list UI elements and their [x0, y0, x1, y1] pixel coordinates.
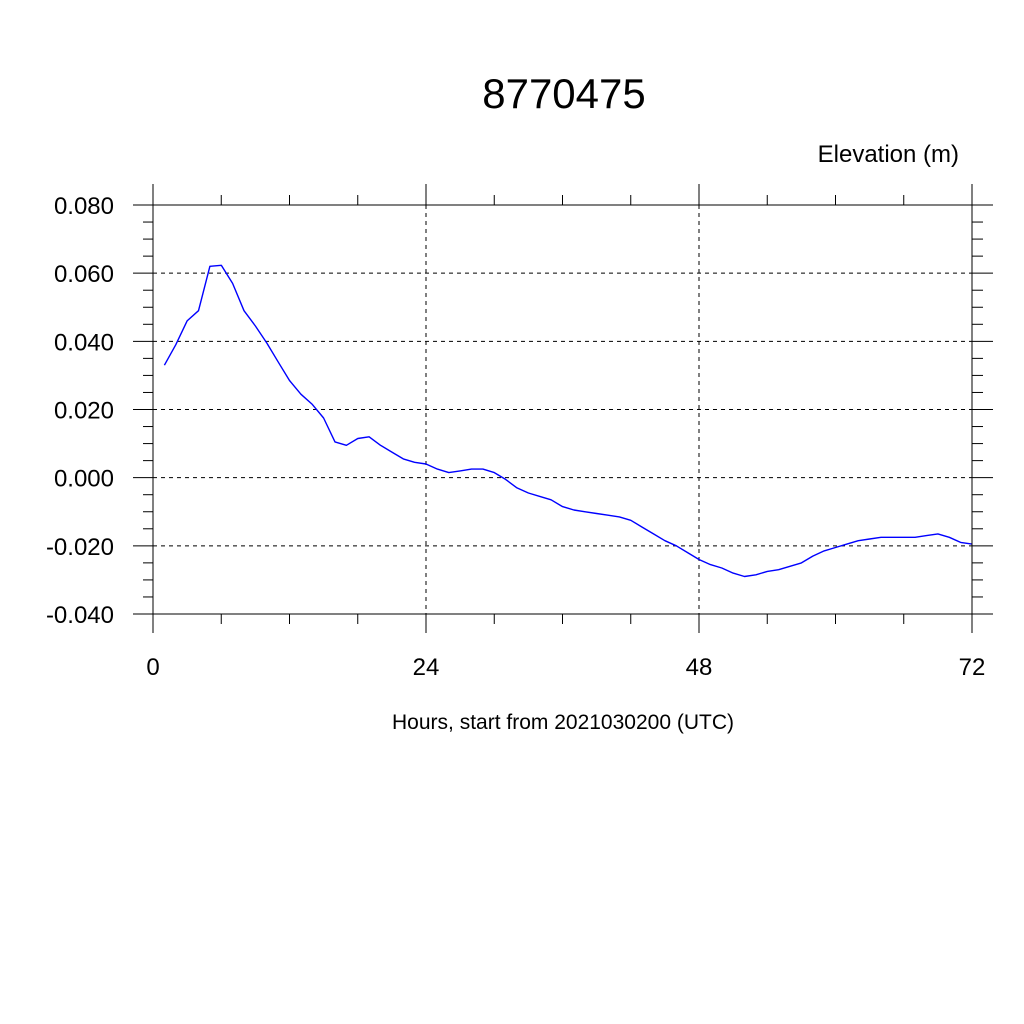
x-axis-label: Hours, start from 2021030200 (UTC) — [392, 711, 734, 734]
x-tick-label: 24 — [413, 654, 440, 681]
chart-title: 8770475 — [482, 70, 646, 117]
grid — [153, 204, 972, 615]
y-tick-label: 0.060 — [54, 261, 114, 288]
y-tick-label: 0.040 — [54, 329, 114, 356]
y-tick-label: 0.080 — [54, 193, 114, 220]
axes — [133, 184, 993, 633]
x-tick-label: 48 — [686, 654, 713, 681]
tick-labels: -0.040 -0.020 0.000 0.020 0.040 0.060 0.080 0 24… — [46, 193, 985, 681]
series-layer — [163, 264, 973, 578]
y-tick-label: -0.020 — [46, 534, 114, 561]
series-line — [163, 264, 973, 578]
y-tick-label: 0.000 — [54, 466, 114, 493]
x-tick-label: 0 — [146, 654, 159, 681]
x-tick-label: 72 — [959, 654, 986, 681]
y-tick-label: -0.040 — [46, 602, 114, 629]
y-axis-units-label: Elevation (m) — [818, 141, 959, 168]
y-tick-label: 0.020 — [54, 398, 114, 425]
